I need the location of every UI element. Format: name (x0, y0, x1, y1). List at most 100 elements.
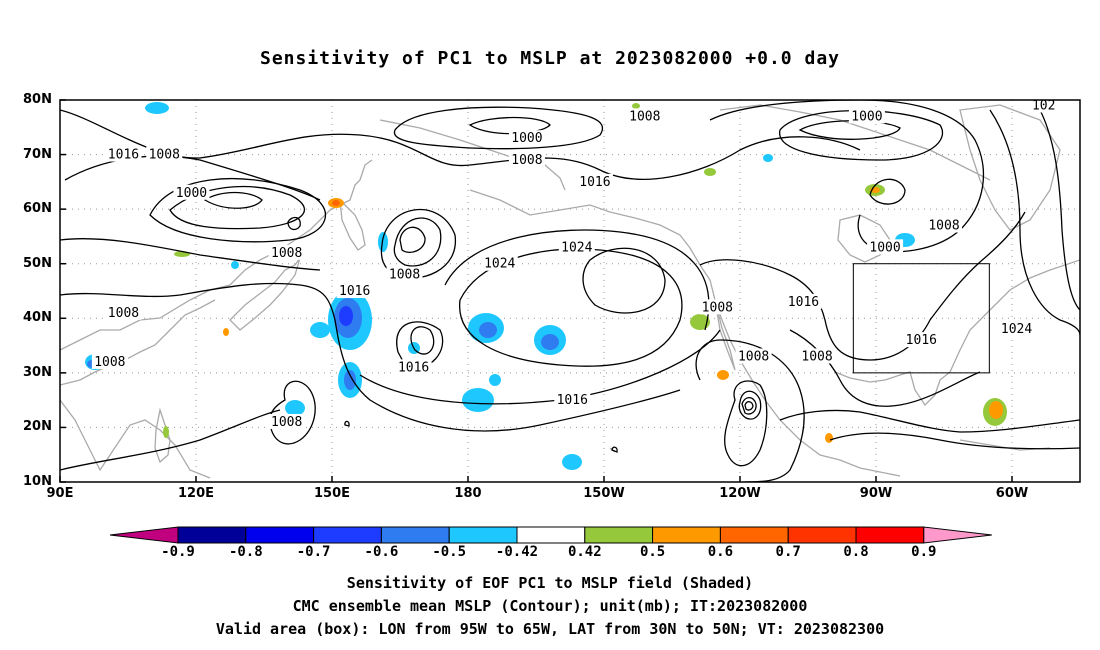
map-frame (59, 99, 1081, 483)
colorbar-segment (584, 526, 654, 544)
contour-line (779, 409, 1080, 433)
shade-patch (223, 328, 229, 336)
contour-line (829, 432, 1080, 450)
contour-label-bg (926, 217, 962, 233)
contour-label: 1008 (108, 306, 139, 321)
contour-label: 102 (1032, 98, 1055, 113)
contour-label-bg (558, 239, 595, 255)
colorbar-label: -0.9 (161, 544, 195, 560)
contour-line (724, 380, 768, 467)
colorbar-label: -0.42 (495, 544, 539, 560)
contour-label: 1016 (398, 360, 429, 375)
contour-label-bg (336, 283, 373, 298)
grid-lines (60, 100, 1080, 482)
contour-line (169, 186, 305, 230)
colorbar-label: -0.8 (228, 544, 263, 560)
contour-line (399, 226, 426, 253)
contour-label-bg (105, 146, 142, 162)
lon-label: 90E (46, 486, 74, 501)
contour-line (459, 248, 683, 367)
contour-label-bg (554, 392, 591, 408)
contour-label-bg (785, 293, 822, 309)
contour-label: 1016 (906, 333, 937, 348)
lat-label: 40N (23, 310, 52, 326)
contour-label-bg (395, 359, 432, 375)
contour-label-bg (903, 332, 940, 348)
contour-line (1039, 109, 1080, 311)
shade-patch (344, 370, 356, 390)
lon-label: 90W (859, 486, 893, 501)
contour-label: 1008 (629, 109, 660, 124)
contour-label: 1024 (1001, 322, 1032, 337)
shade-patch (717, 370, 729, 380)
contour-label: 1000 (176, 186, 207, 201)
contour-label-bg (508, 130, 545, 146)
contour-line (64, 155, 321, 201)
contour-label: 1016 (339, 284, 370, 299)
colorbar-segment (245, 526, 315, 544)
lon-label: 120E (177, 486, 215, 501)
contour-labels: 1016 1008 1000 1008 1016 1008 1008 1008 1008 1016… (91, 97, 1058, 430)
contour-line (393, 106, 603, 150)
contour-label-bg (268, 244, 305, 260)
contour-label: 1024 (484, 257, 515, 272)
contour-label: 1008 (271, 246, 302, 261)
contour-label: 1016 (788, 295, 819, 310)
arctic-islands (719, 104, 991, 181)
contour-line (380, 208, 456, 279)
colorbar-label: 0.42 (567, 544, 602, 560)
shade-patch (462, 388, 494, 412)
contour-label: 1008 (94, 355, 125, 370)
contour-label: 1008 (149, 148, 180, 163)
shade-patch (489, 374, 501, 386)
contour-label-bg (105, 304, 142, 320)
colorbar-label: -0.6 (364, 544, 399, 560)
contour-line (60, 409, 281, 471)
contour-label-bg (799, 348, 836, 364)
lat-label: 20N (23, 419, 52, 435)
contour-line (699, 211, 1026, 361)
axis-ticks (59, 99, 1013, 483)
contour-label-bg (268, 413, 305, 429)
contour-line (779, 109, 944, 161)
china-south-coast (60, 299, 216, 386)
colorbar-segment (448, 526, 518, 544)
lat-label: 50N (23, 255, 52, 271)
colorbar-segment (652, 526, 721, 544)
contour-label-bg (173, 184, 210, 200)
contour-label-bg (576, 173, 613, 189)
colorbar-label: -0.5 (432, 544, 467, 560)
contour-line (60, 238, 321, 271)
contour-label: 1008 (702, 300, 733, 315)
contour-line (798, 120, 901, 140)
indochina-coast (60, 399, 211, 479)
contour-line (738, 390, 762, 420)
contour-line (393, 217, 442, 267)
shade-patch (479, 322, 497, 338)
colorbar-segment (787, 526, 857, 544)
colorbar-segment (719, 526, 789, 544)
colorbar-low-end (109, 526, 179, 544)
mslp-contours (60, 100, 1080, 482)
colorbar-label: 0.5 (639, 544, 666, 560)
contour-label: 1016 (108, 148, 139, 163)
contour-label: 1008 (271, 415, 302, 430)
contour-line (60, 109, 861, 180)
colorbar-segment (177, 526, 247, 544)
contour-line (149, 177, 327, 243)
gulf-coast (834, 371, 951, 407)
colorbar-high-end (923, 526, 992, 544)
contour-label-bg (1029, 97, 1058, 113)
contour-label: 1008 (738, 349, 769, 364)
contour-label: 1008 (511, 153, 542, 168)
contour-label-bg (508, 152, 545, 168)
contour-line (582, 247, 666, 314)
contour-line (611, 446, 618, 453)
colorbar-segment (516, 526, 586, 544)
contour-label-bg (481, 255, 518, 271)
colorbar-label: 0.7 (775, 544, 801, 560)
map-title: Sensitivity of PC1 to MSLP at 2023082000… (259, 48, 840, 69)
caption-line-2: CMC ensemble mean MSLP (Contour); unit(m… (292, 597, 808, 615)
shade-patch (541, 334, 559, 350)
